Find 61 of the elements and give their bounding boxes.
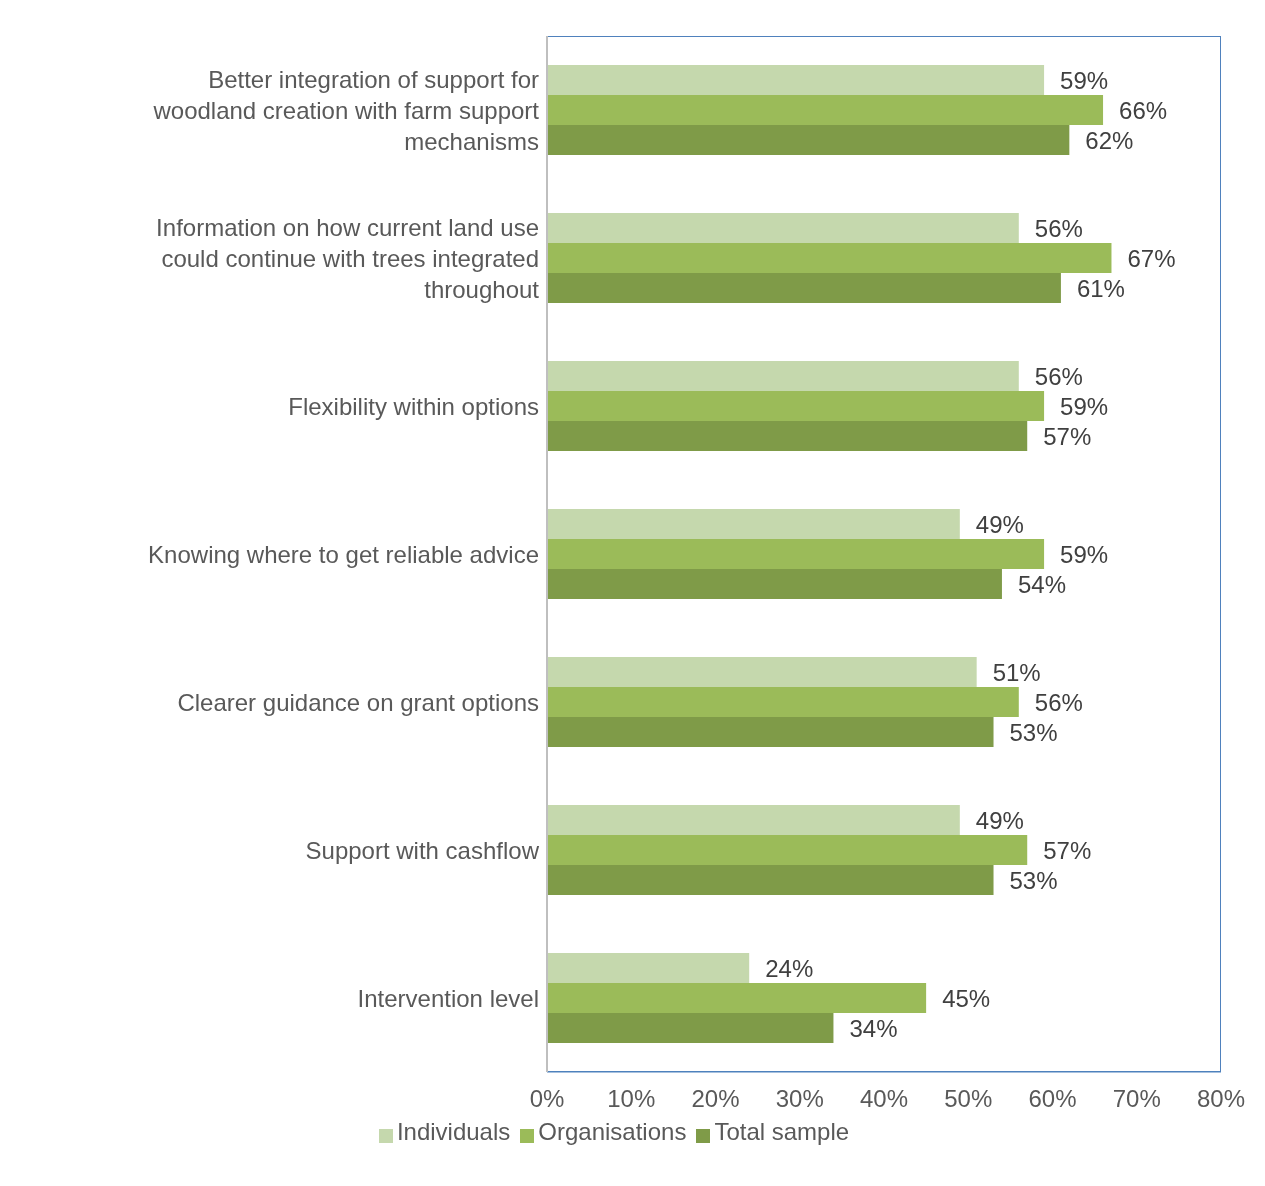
x-tick-label: 60% [1028, 1085, 1077, 1113]
data-label: 34% [849, 1014, 898, 1042]
bar [547, 687, 1019, 717]
bar [547, 983, 927, 1013]
bar [547, 953, 750, 983]
y-tick-label: Intervention level [357, 984, 539, 1012]
x-tick-label: 40% [859, 1085, 909, 1113]
bar [547, 657, 977, 687]
data-label: 57% [1043, 422, 1092, 450]
bar [547, 125, 1070, 155]
y-tick-label: Information on how current land use could continue with trees integrated throughout [156, 213, 540, 303]
bar [547, 391, 1045, 421]
data-label: 59% [1060, 66, 1109, 94]
legend-label: Total sample [714, 1118, 850, 1145]
data-label: 67% [1127, 244, 1176, 272]
data-label: 57% [1043, 836, 1092, 864]
data-label: 54% [1017, 570, 1066, 598]
bar [547, 65, 1045, 95]
data-label: 56% [1034, 214, 1083, 242]
y-tick-label: Knowing where to get reliable advice [148, 540, 539, 568]
data-label: 53% [1009, 718, 1058, 746]
x-tick-label: 0% [529, 1085, 565, 1113]
data-label: 59% [1060, 540, 1109, 568]
bar [547, 421, 1028, 451]
data-label: 24% [765, 954, 814, 982]
bar [547, 835, 1028, 865]
y-tick-label: Support with cashflow [305, 836, 540, 864]
y-tick-label: Better integration of support for woodland creation with farm support mechanisms [152, 65, 540, 155]
legend-label: Individuals [396, 1118, 511, 1145]
y-tick-label: Clearer guidance on grant options [177, 688, 539, 716]
legend-label: Organisations [538, 1118, 687, 1145]
data-label: 49% [975, 806, 1024, 834]
bar [547, 865, 994, 895]
bar [547, 569, 1002, 599]
bar [547, 509, 960, 539]
bar [547, 1013, 834, 1043]
bar [547, 539, 1045, 569]
x-tick-label: 70% [1112, 1085, 1161, 1113]
x-tick-label: 10% [607, 1085, 656, 1113]
bar [547, 213, 1019, 243]
bar [547, 95, 1104, 125]
y-tick-label: Flexibility within options [288, 392, 539, 420]
data-label: 62% [1085, 126, 1134, 154]
data-label: 45% [942, 984, 991, 1012]
data-label: 59% [1060, 392, 1109, 420]
data-label: 61% [1076, 274, 1125, 302]
x-tick-label: 50% [944, 1085, 993, 1113]
x-tick-label: 80% [1196, 1085, 1246, 1113]
x-tick-label: 20% [691, 1085, 740, 1113]
bar [547, 361, 1019, 391]
data-label: 56% [1034, 362, 1083, 390]
data-label: 51% [992, 658, 1041, 686]
data-label: 53% [1009, 866, 1058, 894]
bar [547, 805, 960, 835]
data-label: 56% [1034, 688, 1083, 716]
bar [547, 717, 994, 747]
data-label: 66% [1119, 96, 1168, 124]
data-label: 49% [975, 510, 1024, 538]
bar [547, 273, 1061, 303]
bar [547, 243, 1112, 273]
x-tick-label: 30% [775, 1085, 824, 1113]
